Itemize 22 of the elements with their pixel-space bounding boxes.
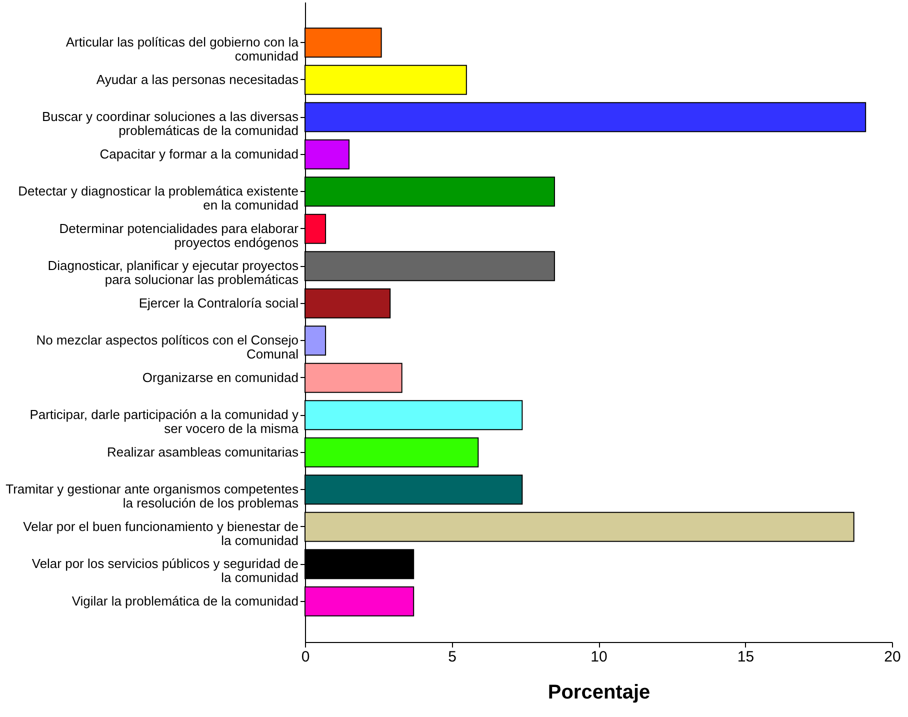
y-tick-label: Diagnosticar, planificar y ejecutar proyectos para solucionar las problemáticas (48, 258, 299, 288)
y-tick-label: Vigilar la problemática de la comunidad (72, 593, 298, 608)
x-axis-title: Porcentaje (548, 682, 650, 704)
y-tick-label: Tramitar y gestionar ante organismos competentes la resolución de los problemas (6, 482, 299, 511)
y-tick-label: No mezclar aspectos políticos con el Consejo Comunal (36, 332, 299, 362)
x-tick-label: 10 (590, 648, 608, 666)
y-tick-label: Velar por los servicios públicos y seguridad de la comunidad (32, 556, 298, 586)
y-tick-label: Capacitar y formar a la comunidad (100, 146, 298, 162)
y-tick-label: Ayudar a las personas necesitadas (96, 72, 299, 87)
y-tick-label: Realizar asambleas comunitarias (107, 444, 299, 460)
x-tick-label: 15 (737, 648, 754, 666)
x-tick-label: 20 (884, 648, 901, 666)
y-tick-label: Determinar potencialidades para elaborar proyectos endógenos (59, 220, 300, 250)
y-tick-label: Buscar y coordinar soluciones a las diversas problemáticas de la comunidad (42, 109, 299, 138)
y-tick-label: Ejercer la Contraloría social (138, 295, 299, 310)
y-tick-label: Participar, darle participación a la comunidad y ser vocero de la misma (30, 407, 300, 436)
x-tick-label: 0 (301, 648, 310, 666)
y-tick-label: Articular las políticas del gobierno con la comunidad (66, 34, 300, 64)
y-tick-label: Velar por el buen funcionamiento y bienestar de la comunidad (23, 518, 298, 548)
y-tick-label: Organizarse en comunidad (142, 370, 298, 385)
y-tick-label: Detectar y diagnosticar la problemática existente en la comunidad (18, 184, 298, 213)
x-tick-label: 5 (448, 648, 456, 666)
